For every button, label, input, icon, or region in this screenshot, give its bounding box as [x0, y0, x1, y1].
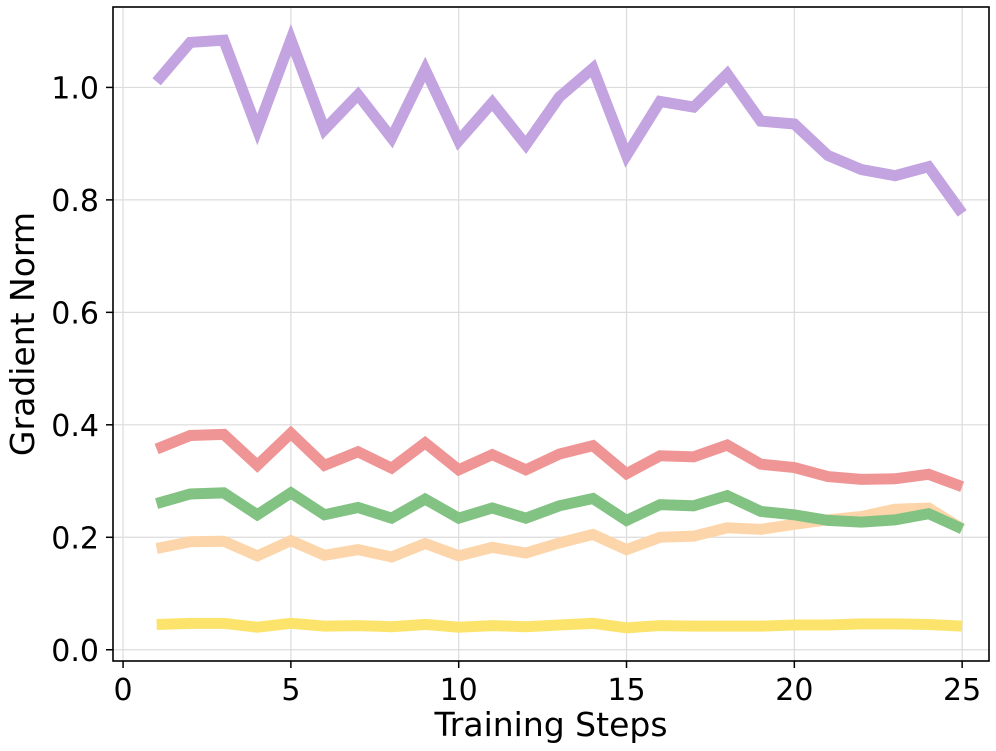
series-line-purple — [152, 23, 967, 217]
plot-frame — [112, 6, 990, 662]
axis-ticks: 0 5 10 15 20 25 0.0 0.2 0.4 0.6 0.8 1.0 — [51, 71, 981, 708]
series-line-green — [155, 486, 965, 534]
x-tick-label: 20 — [775, 673, 813, 708]
y-tick-label: 1.0 — [51, 71, 99, 106]
y-tick-label: 0.4 — [51, 409, 99, 444]
x-tick-label: 10 — [440, 673, 478, 708]
series-line-red — [154, 425, 965, 492]
x-tick-label: 5 — [281, 673, 300, 708]
x-tick-label: 15 — [607, 673, 645, 708]
series-line-yellow — [156, 617, 963, 634]
series-lines — [152, 23, 967, 634]
x-tick-label: 25 — [943, 673, 981, 708]
x-axis-title: Training Steps — [433, 705, 667, 744]
y-tick-label: 0.6 — [51, 296, 99, 331]
y-tick-label: 0.2 — [51, 521, 99, 556]
y-tick-label: 0.0 — [51, 634, 99, 669]
y-axis-title: Gradient Norm — [3, 212, 42, 456]
series-line-orange — [155, 502, 966, 563]
grid — [113, 7, 989, 661]
x-tick-label: 0 — [114, 673, 133, 708]
y-tick-label: 0.8 — [51, 184, 99, 219]
